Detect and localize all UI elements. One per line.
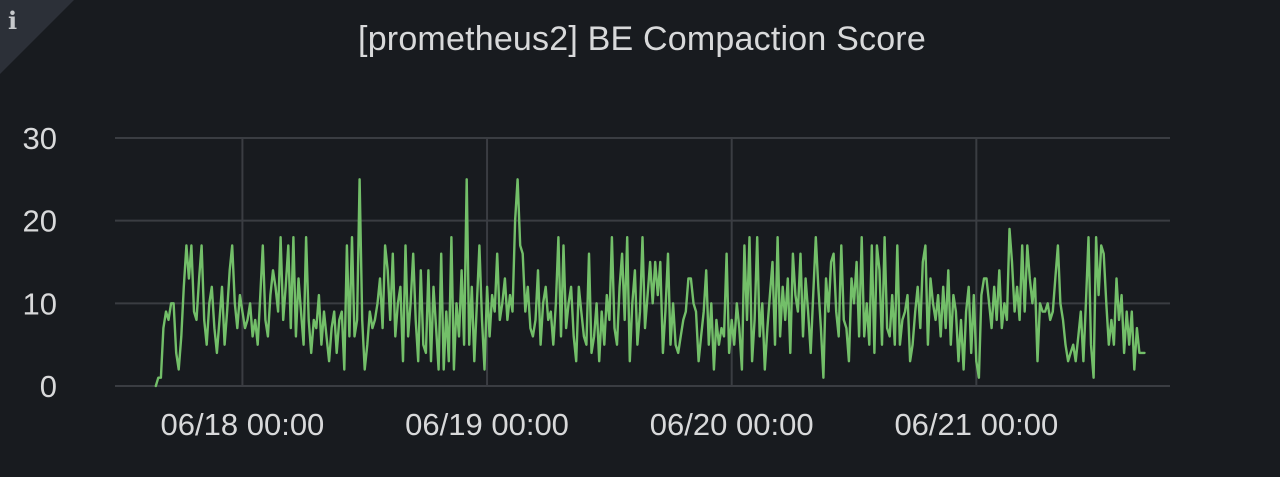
x-tick-label: 06/18 00:00 <box>161 407 325 442</box>
x-tick-label: 06/21 00:00 <box>894 407 1058 442</box>
x-tick-label: 06/20 00:00 <box>650 407 814 442</box>
series-layer <box>154 178 1146 388</box>
y-tick-label: 10 <box>23 286 57 321</box>
y-tick-label: 30 <box>23 121 57 156</box>
x-axis-ticks: 06/18 00:00 06/19 00:00 06/20 00:00 06/21 0… <box>161 407 1059 442</box>
series-line[interactable] <box>154 178 1146 388</box>
panel-title: [prometheus2] BE Compaction Score <box>358 20 926 58</box>
grid-lines <box>115 137 1170 387</box>
y-axis-ticks: 0 10 20 30 <box>23 121 57 404</box>
y-tick-label: 0 <box>40 369 57 404</box>
x-tick-label: 06/19 00:00 <box>405 407 569 442</box>
info-icon[interactable]: i <box>8 6 18 35</box>
info-corner[interactable] <box>0 0 74 74</box>
y-tick-label: 20 <box>23 204 57 239</box>
